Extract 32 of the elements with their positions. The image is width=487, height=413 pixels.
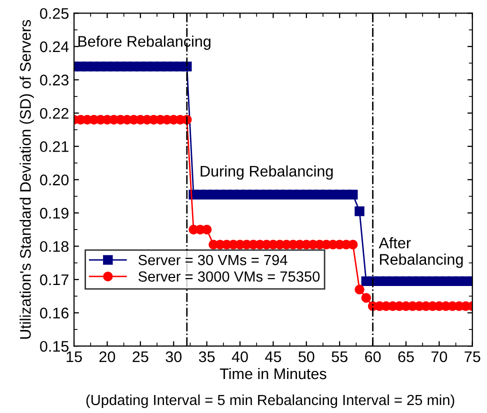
annotation: During Rebalancing (200, 165, 333, 180)
y-tick-label: 0.18 (40, 241, 68, 252)
x-tick-label: 35 (198, 351, 215, 362)
y-tick-label: 0.20 (40, 174, 69, 186)
x-tick-label: 55 (332, 352, 348, 362)
y-tick-label: 0.22 (40, 108, 68, 119)
y-tick-label: 0.17 (40, 274, 68, 286)
x-tick-label: 75 (464, 352, 480, 362)
annotation: Before Rebalancing (78, 36, 210, 50)
y-tick-label: 0.16 (40, 308, 68, 318)
x-tick-label: 50 (298, 351, 314, 362)
legend-label: Server = 3000 VMs = 75350 (138, 271, 320, 282)
x-tick-label: 70 (431, 351, 448, 362)
x-tick-label: 15 (66, 352, 82, 362)
legend-label: Server = 30 VMs = 794 (138, 254, 288, 266)
y-tick-label: 0.23 (40, 74, 68, 86)
x-tick-label: 65 (398, 351, 414, 362)
y-tick-label: 0.21 (40, 141, 68, 152)
y-tick-label: 0.19 (40, 208, 68, 219)
x-tick-label: 40 (232, 351, 248, 362)
x-tick-label: 20 (99, 351, 116, 362)
y-axis-title: Utilization's Standard Deviation (SD) of Servers (20, 20, 34, 339)
x-tick-label: 60 (365, 351, 381, 362)
x-tick-label: 45 (265, 352, 282, 362)
y-tick-label: 0.25 (40, 8, 69, 19)
x-tick-label: 25 (132, 351, 148, 362)
x-tick-label: 30 (166, 351, 182, 362)
text: (Updating Interval = 5 min Rebalancing Interval = 25 min) (86, 394, 454, 408)
y-tick-label: 0.15 (40, 340, 69, 352)
y-tick-label: 0.24 (40, 41, 69, 52)
x-axis-title: Time in Minutes (220, 368, 326, 380)
annotation: After Rebalancing (378, 237, 463, 268)
